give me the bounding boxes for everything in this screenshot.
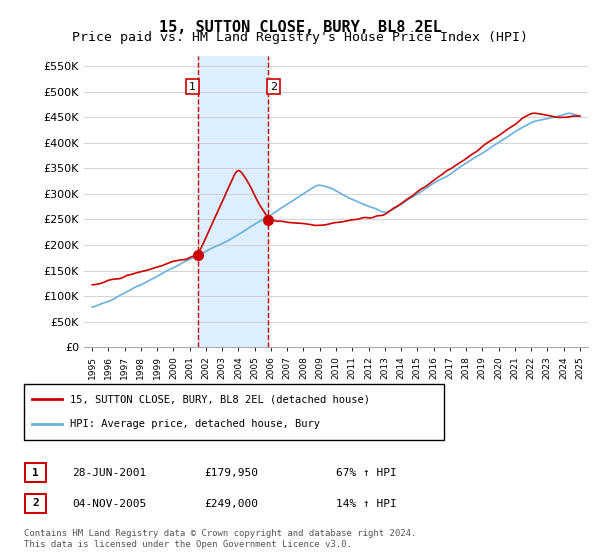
- Text: 04-NOV-2005: 04-NOV-2005: [72, 499, 146, 509]
- Text: 15, SUTTON CLOSE, BURY, BL8 2EL (detached house): 15, SUTTON CLOSE, BURY, BL8 2EL (detache…: [70, 394, 370, 404]
- Text: Contains HM Land Registry data © Crown copyright and database right 2024.
This d: Contains HM Land Registry data © Crown c…: [24, 529, 416, 549]
- Bar: [197, 56, 268, 347]
- Text: 2: 2: [32, 498, 39, 508]
- Text: HPI: Average price, detached house, Bury: HPI: Average price, detached house, Bury: [70, 419, 320, 429]
- Text: 1: 1: [189, 82, 196, 92]
- Text: £249,000: £249,000: [204, 499, 258, 509]
- Text: 14% ↑ HPI: 14% ↑ HPI: [336, 499, 397, 509]
- FancyBboxPatch shape: [25, 463, 46, 482]
- Text: Price paid vs. HM Land Registry's House Price Index (HPI): Price paid vs. HM Land Registry's House …: [72, 31, 528, 44]
- FancyBboxPatch shape: [25, 494, 46, 513]
- Text: 28-JUN-2001: 28-JUN-2001: [72, 468, 146, 478]
- Text: 15, SUTTON CLOSE, BURY, BL8 2EL: 15, SUTTON CLOSE, BURY, BL8 2EL: [158, 20, 442, 35]
- FancyBboxPatch shape: [24, 384, 444, 440]
- Text: 67% ↑ HPI: 67% ↑ HPI: [336, 468, 397, 478]
- Text: 1: 1: [32, 468, 39, 478]
- Text: £179,950: £179,950: [204, 468, 258, 478]
- Text: 2: 2: [269, 82, 277, 92]
